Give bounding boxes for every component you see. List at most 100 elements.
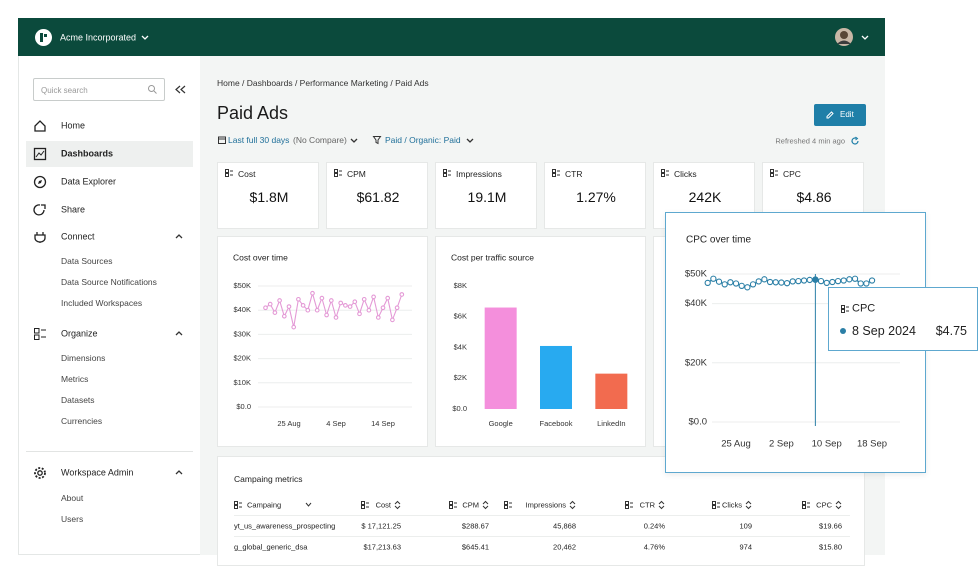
table-cell: g_global_generic_dsa (234, 542, 308, 552)
y-tick-label: $0.0 (689, 417, 708, 428)
section-icon (34, 232, 46, 243)
section-label[interactable]: Workspace Admin (61, 467, 134, 478)
point (310, 290, 315, 296)
nav-item[interactable]: Dashboards (61, 148, 114, 159)
nav-item[interactable]: Home (61, 120, 86, 131)
sub-nav-item[interactable]: Dimensions (61, 352, 106, 363)
tooltip-icon (841, 305, 849, 313)
kpi-value: $4.86 (796, 189, 832, 205)
y-tick-label: $40K (233, 305, 251, 314)
point (772, 279, 779, 286)
nav-icon (34, 120, 46, 132)
tooltip-value: $4.75 (935, 323, 967, 338)
sub-nav-item[interactable]: Users (61, 513, 84, 524)
sub-nav-item[interactable]: About (61, 492, 84, 503)
point (715, 278, 723, 285)
search-icon (148, 85, 157, 94)
point (281, 313, 287, 319)
point (704, 279, 711, 287)
point (333, 315, 339, 320)
sort-icon (482, 500, 489, 510)
date-filter[interactable]: Last full 30 days (228, 134, 290, 145)
kpi-icon (661, 169, 669, 177)
table-cell: $19.66 (819, 521, 842, 531)
point (399, 292, 405, 297)
y-tick-label: $0.0 (236, 402, 251, 411)
point (314, 307, 320, 313)
breadcrumb: Home / Dashboards / Performance Marketin… (217, 77, 429, 88)
nav-icon (33, 204, 46, 216)
y-tick-label: $30K (233, 329, 251, 338)
kpi-value: 242K (688, 189, 722, 205)
x-tick-label: 2 Sep (769, 439, 794, 450)
y-tick-label: $8K (454, 281, 467, 290)
nav-item[interactable]: Data Explorer (61, 176, 117, 187)
column-header[interactable]: CTR (639, 500, 655, 510)
bar (595, 373, 628, 409)
chevron (466, 138, 474, 143)
search-box[interactable]: Quick search (33, 78, 165, 101)
y-tick-label: $2K (454, 373, 467, 382)
nav-item[interactable]: Share (61, 204, 86, 215)
column-header[interactable]: CPC (816, 500, 832, 510)
column-header[interactable]: Impressions (525, 500, 566, 510)
org-name[interactable]: Acme Incorporated (60, 32, 137, 43)
header-icon (449, 501, 457, 509)
sub-nav-item[interactable]: Currencies (61, 415, 103, 426)
tooltip: CPC 8 Sep 2024 $4.75 (828, 287, 978, 351)
point (727, 279, 734, 286)
x-tick-label: 10 Sep (812, 439, 842, 450)
traffic-filter[interactable]: Paid / Organic: Paid (385, 134, 461, 145)
kpi-value: 19.1M (467, 189, 507, 205)
sub-nav-item[interactable]: Included Workspaces (61, 297, 143, 308)
row-divider (234, 515, 850, 516)
top-bar (18, 18, 885, 56)
sub-nav-item[interactable]: Datasets (61, 394, 95, 405)
edit-button[interactable] (814, 104, 866, 126)
sub-nav-item[interactable]: Data Source Notifications (61, 276, 157, 287)
kpi-label: Impressions (456, 168, 502, 179)
sort-icon (569, 500, 576, 510)
filter-icon (372, 136, 382, 145)
compare-filter[interactable]: (No Compare) (293, 134, 347, 145)
y-tick-label: $50K (685, 269, 708, 280)
x-tick-label: Facebook (540, 419, 573, 428)
point (267, 301, 273, 307)
point (286, 304, 292, 309)
x-tick-label: 25 Aug (721, 439, 751, 450)
table-cell: $17,213.63 (363, 542, 401, 552)
kpi-label: CTR (565, 168, 583, 179)
point (385, 295, 391, 301)
chart-card: Cost per traffic source $0.0 $2K $4K $6K $8K G… (435, 236, 646, 447)
point (361, 296, 367, 302)
sub-nav-item[interactable]: Data Sources (61, 255, 113, 266)
point (357, 311, 362, 317)
point (347, 304, 353, 309)
kpi-label: CPC (783, 168, 801, 179)
sort-icon (658, 500, 665, 510)
chevron (175, 331, 183, 336)
y-tick-label: $20K (233, 354, 251, 363)
point (789, 278, 796, 285)
x-tick-label: 4 Sep (326, 419, 346, 428)
bar (484, 307, 517, 409)
point (296, 296, 301, 302)
section-label[interactable]: Connect (61, 231, 95, 242)
column-header[interactable]: Clicks (722, 500, 742, 510)
column-header[interactable]: CPM (462, 500, 479, 510)
section-label[interactable]: Organize (61, 328, 98, 339)
point (394, 305, 400, 311)
sort-icon (394, 500, 401, 510)
y-tick-label: $50K (233, 281, 251, 290)
column-header[interactable]: Cost (375, 500, 391, 510)
y-tick-label: $40K (685, 298, 708, 309)
y-tick-label: $20K (685, 357, 708, 368)
point (380, 305, 386, 311)
kpi-card: Impressions 19.1M (435, 162, 537, 229)
section-icon (34, 328, 46, 340)
column-header[interactable]: Campaing (247, 500, 282, 510)
refreshed-note: Refreshed 4 min ago (775, 136, 845, 146)
search-placeholder: Quick search (41, 85, 88, 95)
sub-nav-item[interactable]: Metrics (61, 373, 89, 384)
header-icon (712, 501, 720, 509)
